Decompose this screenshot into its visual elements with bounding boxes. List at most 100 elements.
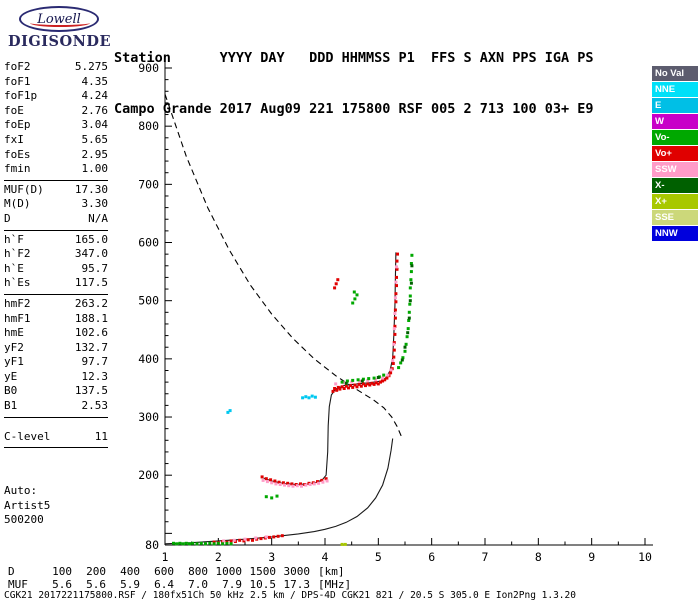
svg-text:800: 800 [138, 119, 159, 133]
param-value: 11 [94, 429, 108, 443]
param-value: 2.53 [81, 399, 109, 413]
muf-cell: 800 [188, 565, 208, 578]
series-x-echoes-darkgreen [344, 264, 414, 385]
param-value: 4.35 [81, 74, 109, 88]
param-footer-line: Auto: [4, 484, 38, 498]
svg-text:80: 80 [145, 538, 159, 552]
muf-row-muf: MUF 5.6 5.6 5.9 6.4 7.0 7.9 10.5 17.3 [MHz] [8, 577, 351, 592]
legend-item-vo-: Vo- [652, 130, 698, 145]
param-label: h`E [4, 261, 24, 275]
legend-item-nnw: NNW [652, 226, 698, 241]
param-label: h`F [4, 232, 24, 246]
svg-text:5: 5 [375, 550, 382, 564]
param-row-foe: foE 2.76 [4, 104, 108, 119]
param-row-b0: B0 137.5 [4, 384, 108, 399]
svg-text:200: 200 [138, 468, 159, 482]
header-column-labels: Station YYYY DAY DDD HHMMSS P1 FFS S AXN… [114, 50, 594, 66]
file-info-footer: CGK21_2017221175800.RSF / 180fx51Ch 50 k… [4, 590, 576, 600]
param-label: M(D) [4, 197, 31, 211]
param-label: fxI [4, 132, 24, 146]
legend-item-e: E [652, 98, 698, 113]
param-label: h`F2 [4, 247, 31, 261]
param-row-foes: foEs 2.95 [4, 148, 108, 163]
logo-product-text: DIGISONDE [8, 33, 112, 50]
muf-cell: 400 [120, 565, 140, 578]
param-row-he: h`E 95.7 [4, 262, 108, 277]
logo-oval: Lowell [19, 6, 99, 32]
param-value: 263.2 [74, 296, 108, 310]
muf-distance-table: D 100 200 400 600 800 1000 1500 3000 [km] MUF 5.6 5.… [8, 565, 351, 592]
param-separator [4, 179, 108, 181]
param-row-hf2: h`F2 347.0 [4, 247, 108, 262]
param-row-fof2: foF2 5.275 [4, 60, 108, 75]
legend-item-x-: X- [652, 178, 698, 193]
param-label: foF1p [4, 89, 38, 103]
legend-item-ssw: SSW [652, 162, 698, 177]
param-value: 3.30 [81, 197, 109, 211]
param-value: 5.65 [81, 132, 109, 146]
param-separator [4, 416, 108, 418]
param-label: foF1 [4, 74, 31, 88]
header-column-values: Campo Grande 2017 Aug09 221 175800 RSF 0… [114, 101, 594, 117]
muf-cell: 5.6 [86, 577, 106, 591]
param-row-hmf1: hmF1 188.1 [4, 312, 108, 327]
param-row-yf1: yF1 97.7 [4, 355, 108, 370]
param-row-hf: h`F 165.0 [4, 233, 108, 248]
param-row-fof1: foF1 4.35 [4, 75, 108, 90]
svg-text:9: 9 [588, 550, 595, 564]
param-value: 188.1 [74, 311, 108, 325]
param-label: yE [4, 369, 18, 383]
muf-cell: 10.5 [249, 577, 277, 591]
param-footer-line: 500200 [4, 513, 44, 527]
param-row-foep: foEp 3.04 [4, 118, 108, 133]
param-label: hmF2 [4, 296, 31, 310]
series-o-echoes-red [212, 252, 399, 545]
ionogram-plot: 900 800 700 600 500 400 300 200 801 2 3 4 5 6 7 8 9 10 [138, 61, 653, 564]
muf-unit: [km] [318, 565, 345, 578]
series-transmission-curve [164, 94, 403, 439]
legend-item-sse: SSE [652, 210, 698, 225]
param-label: hmE [4, 326, 24, 340]
muf-cell: 7.9 [222, 577, 242, 591]
param-label: C-level [4, 429, 51, 443]
svg-text:300: 300 [138, 410, 159, 424]
svg-text:3: 3 [268, 550, 275, 564]
svg-text:7: 7 [482, 550, 489, 564]
param-row-fxi: fxI 5.65 [4, 133, 108, 148]
param-label: foEp [4, 118, 31, 132]
muf-cell: 5.9 [120, 577, 140, 591]
param-separator [4, 447, 108, 449]
muf-row-label: MUF [8, 577, 28, 591]
param-value: 2.76 [81, 103, 109, 117]
scaled-parameters-panel: foF2 5.275 foF1 4.35 foF1p 4.24 foE 2.76 foEp 3.0… [4, 60, 108, 528]
svg-text:4: 4 [322, 550, 329, 564]
param-label: fmin [4, 162, 31, 176]
legend-item-w: W [652, 114, 698, 129]
param-separator [4, 229, 108, 231]
param-row-ye: yE 12.3 [4, 370, 108, 385]
param-label: yF2 [4, 340, 24, 354]
param-value: 117.5 [74, 276, 108, 290]
param-label: B1 [4, 399, 18, 413]
param-value: 165.0 [74, 232, 108, 246]
series-true-height-profile [164, 438, 394, 545]
legend-item-nne: NNE [652, 82, 698, 97]
param-label: B0 [4, 384, 18, 398]
svg-text:500: 500 [138, 294, 159, 308]
svg-text:600: 600 [138, 236, 159, 250]
series-x-echoes-green [172, 253, 414, 546]
series-es-echo-yellow [340, 542, 347, 546]
svg-text:10: 10 [638, 550, 652, 564]
param-value: 4.24 [81, 89, 109, 103]
param-row-hmf2: hmF2 263.2 [4, 297, 108, 312]
param-label: h`Es [4, 276, 31, 290]
svg-text:700: 700 [138, 177, 159, 191]
param-row-hes: h`Es 117.5 [4, 276, 108, 291]
muf-cell: 5.6 [52, 577, 72, 591]
muf-row-label: D [8, 565, 15, 578]
muf-cell: 100 [52, 565, 72, 578]
param-value: 17.30 [74, 182, 108, 196]
svg-text:400: 400 [138, 352, 159, 366]
param-row-yf2: yF2 132.7 [4, 341, 108, 356]
